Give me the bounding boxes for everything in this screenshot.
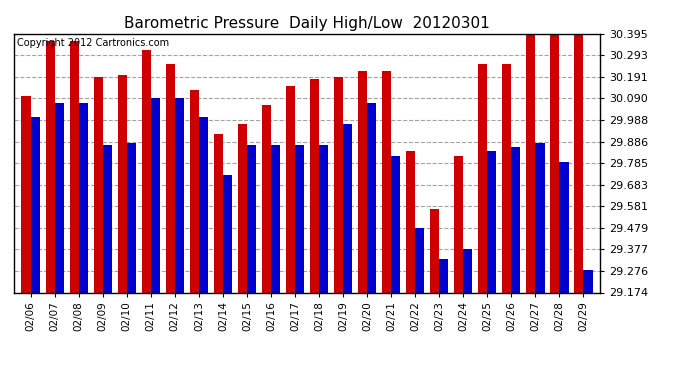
Bar — [103, 145, 112, 292]
Bar — [271, 145, 280, 292]
Bar — [391, 156, 400, 292]
Bar — [166, 64, 175, 292]
Bar — [584, 270, 593, 292]
Bar — [151, 98, 160, 292]
Bar — [406, 152, 415, 292]
Bar — [190, 90, 199, 292]
Bar — [286, 86, 295, 292]
Bar — [382, 71, 391, 292]
Text: Copyright 2012 Cartronics.com: Copyright 2012 Cartronics.com — [17, 38, 169, 48]
Bar — [70, 41, 79, 292]
Bar — [343, 124, 352, 292]
Bar — [46, 41, 55, 292]
Bar — [319, 145, 328, 292]
Bar — [454, 156, 463, 292]
Bar — [55, 103, 63, 292]
Bar — [334, 77, 343, 292]
Bar — [535, 143, 544, 292]
Bar — [199, 117, 208, 292]
Bar — [511, 147, 520, 292]
Bar — [117, 75, 127, 292]
Bar — [141, 50, 151, 292]
Title: Barometric Pressure  Daily High/Low  20120301: Barometric Pressure Daily High/Low 20120… — [124, 16, 490, 31]
Bar — [478, 64, 487, 292]
Bar — [79, 103, 88, 292]
Bar — [415, 228, 424, 292]
Bar — [238, 124, 247, 292]
Bar — [223, 175, 232, 292]
Bar — [295, 145, 304, 292]
Bar — [94, 77, 103, 292]
Bar — [30, 117, 40, 292]
Bar — [430, 209, 440, 292]
Bar — [487, 152, 497, 292]
Bar — [440, 260, 449, 292]
Bar — [560, 162, 569, 292]
Bar — [551, 35, 560, 292]
Bar — [463, 249, 473, 292]
Bar — [127, 143, 136, 292]
Bar — [574, 35, 584, 292]
Bar — [21, 96, 30, 292]
Bar — [175, 98, 184, 292]
Bar — [247, 145, 256, 292]
Bar — [310, 79, 319, 292]
Bar — [526, 35, 535, 292]
Bar — [502, 64, 511, 292]
Bar — [214, 134, 223, 292]
Bar — [367, 103, 376, 292]
Bar — [358, 71, 367, 292]
Bar — [262, 105, 271, 292]
